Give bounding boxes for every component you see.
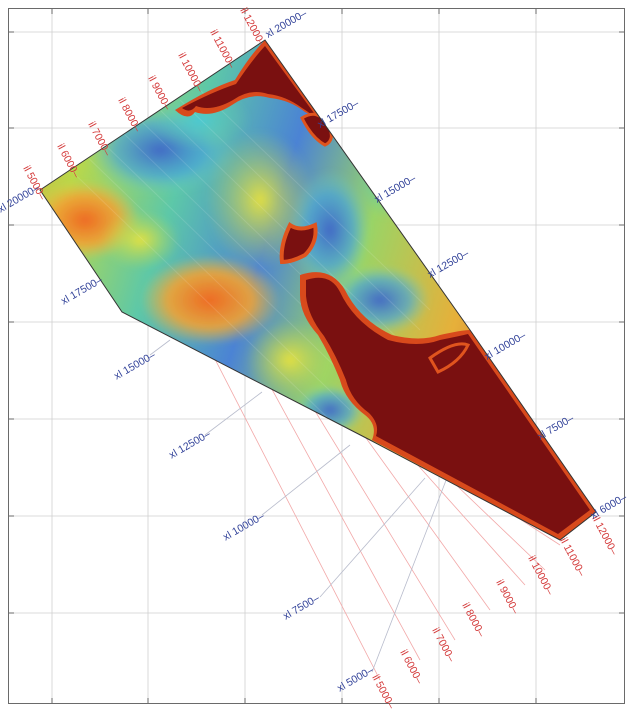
xline-grid-lines bbox=[149, 339, 451, 673]
frame-ticks bbox=[9, 9, 624, 703]
survey-outline bbox=[39, 39, 597, 541]
